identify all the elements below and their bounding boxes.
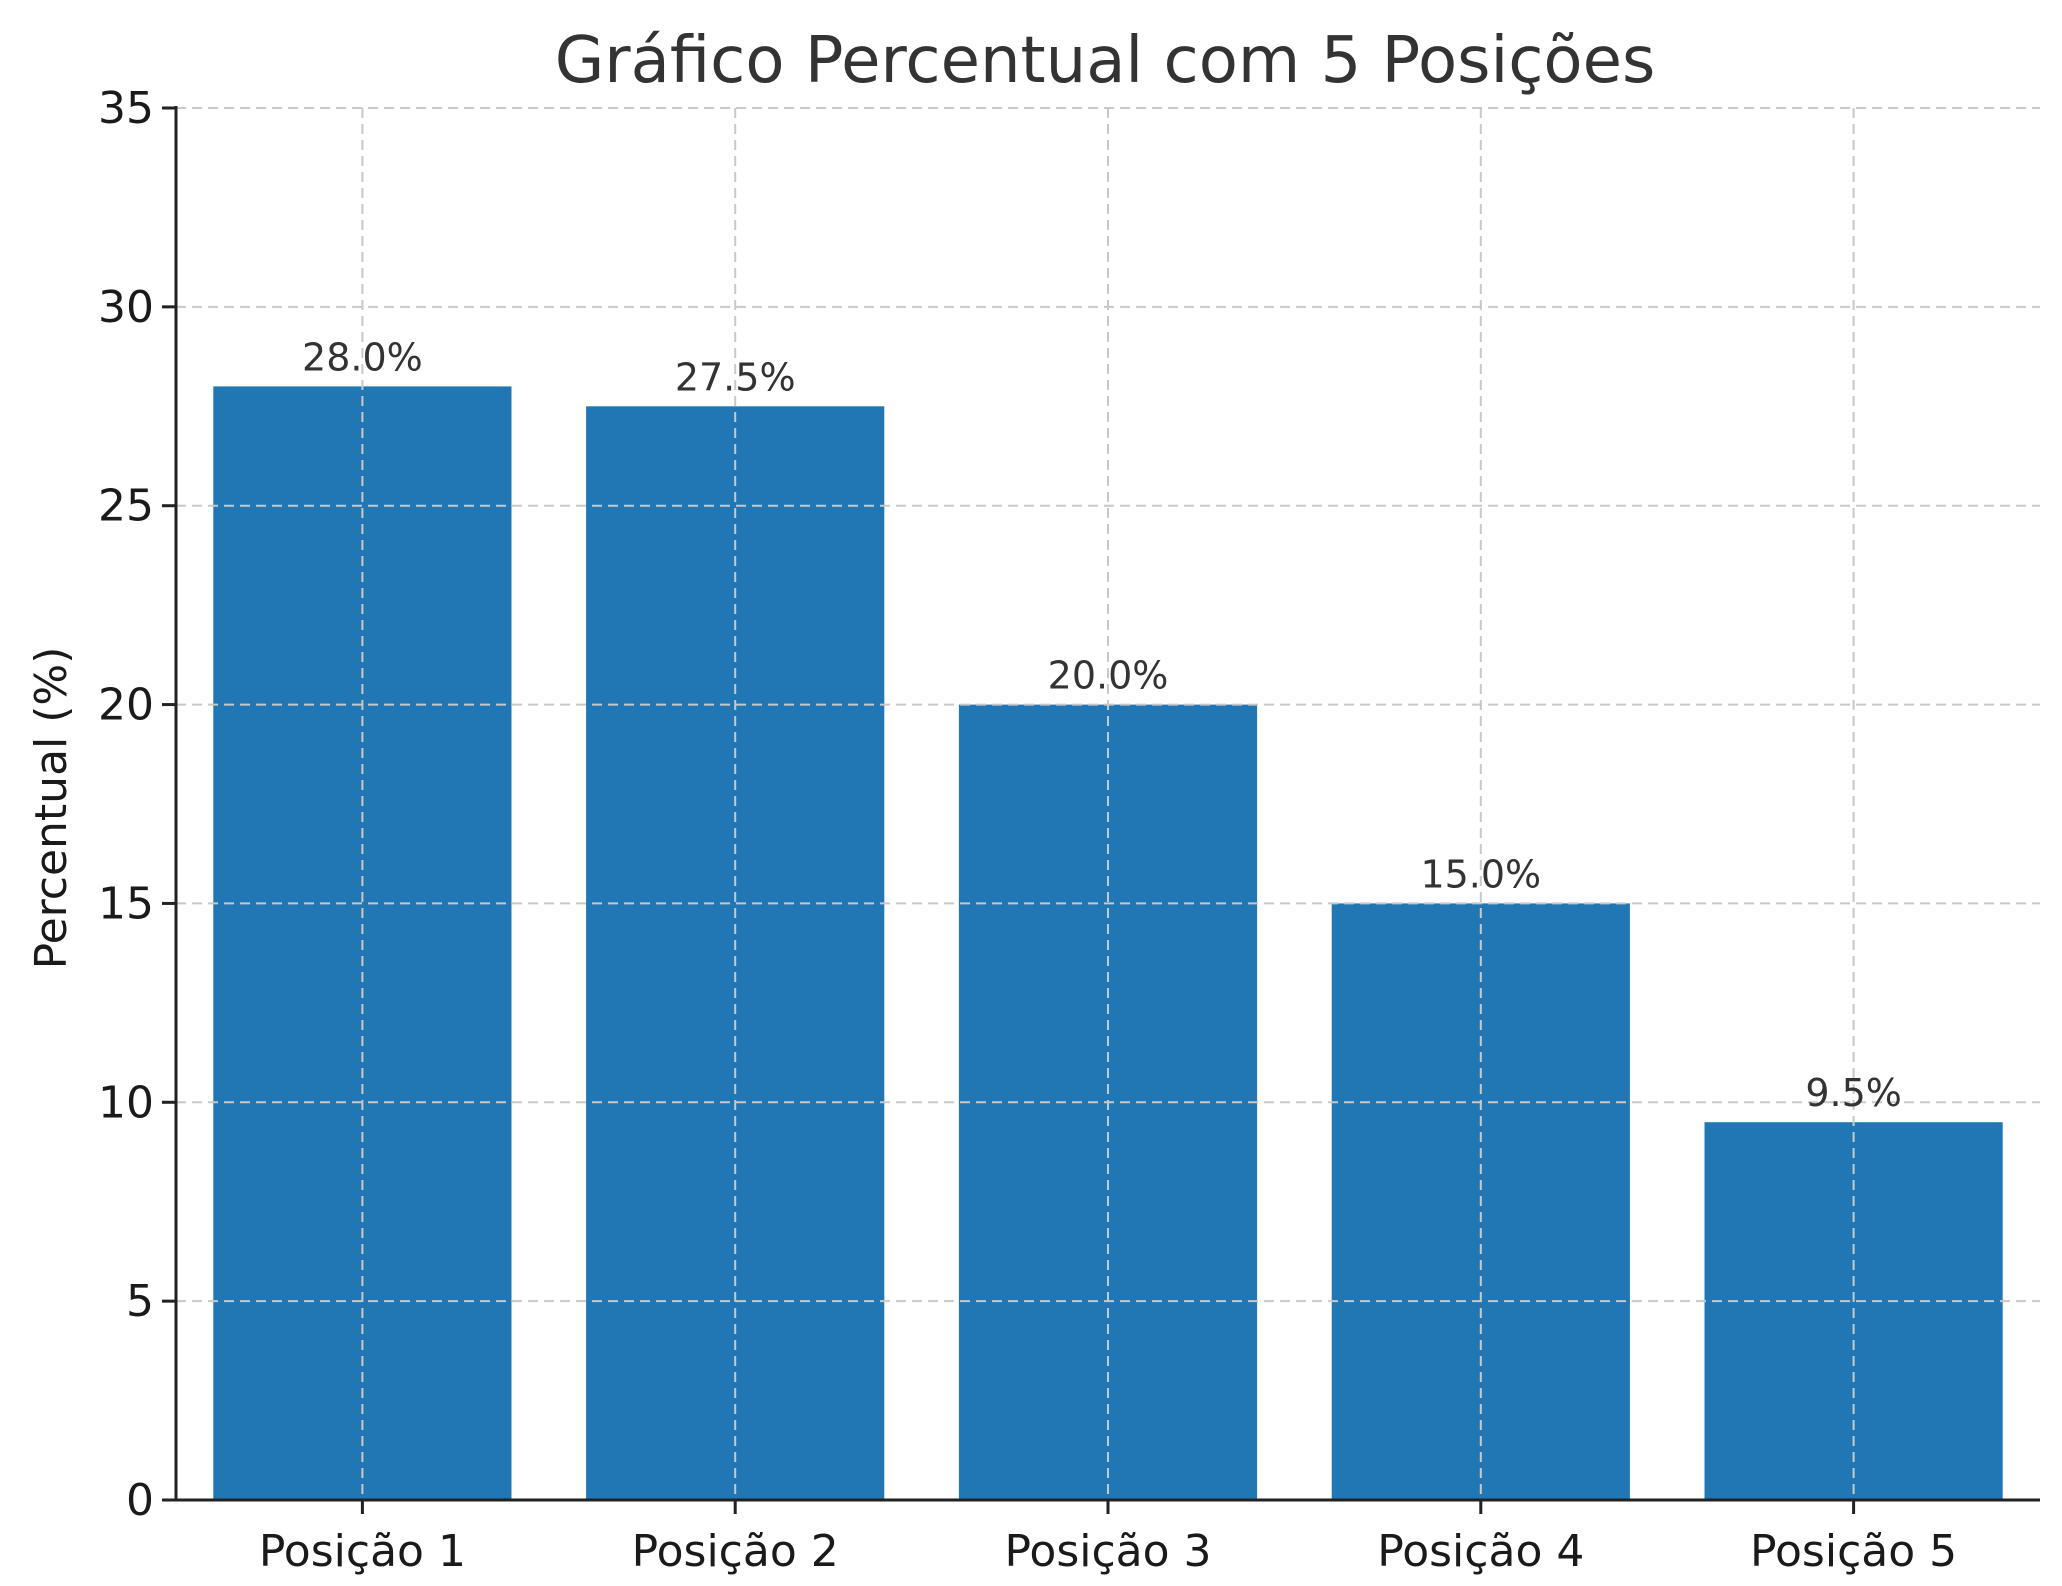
value-label-3: 20.0% [1048, 654, 1169, 698]
y-tick-label-3: 15 [98, 878, 154, 929]
y-tick-label-2: 10 [98, 1077, 154, 1128]
value-label-5: 9.5% [1805, 1071, 1902, 1115]
value-label-2: 27.5% [675, 355, 796, 399]
x-tick-label-2: Posição 2 [632, 1526, 839, 1577]
value-label-4: 15.0% [1420, 852, 1541, 896]
x-tick-label-3: Posição 3 [1004, 1526, 1211, 1577]
grid-layer [176, 107, 2040, 1500]
x-tick-label-5: Posição 5 [1750, 1526, 1957, 1577]
y-tick-label-6: 30 [98, 282, 154, 333]
chart-title: Gráfico Percentual com 5 Posições [555, 24, 1656, 98]
x-tick-label-4: Posição 4 [1377, 1526, 1584, 1577]
y-tick-label-7: 35 [98, 83, 154, 134]
x-tick-label-1: Posição 1 [259, 1526, 466, 1577]
y-tick-label-5: 25 [98, 481, 154, 532]
y-tick-label-1: 5 [126, 1276, 154, 1327]
value-label-1: 28.0% [302, 335, 423, 379]
y-axis-label: Percentual (%) [26, 647, 77, 970]
labels-layer: 0 5 10 15 20 25 30 35 Posição 1 Posição 2 Posição … [98, 83, 1957, 1577]
y-tick-label-4: 20 [98, 680, 154, 731]
y-tick-label-0: 0 [126, 1475, 154, 1526]
axes-layer [162, 106, 2040, 1514]
bar-2 [586, 406, 885, 1500]
